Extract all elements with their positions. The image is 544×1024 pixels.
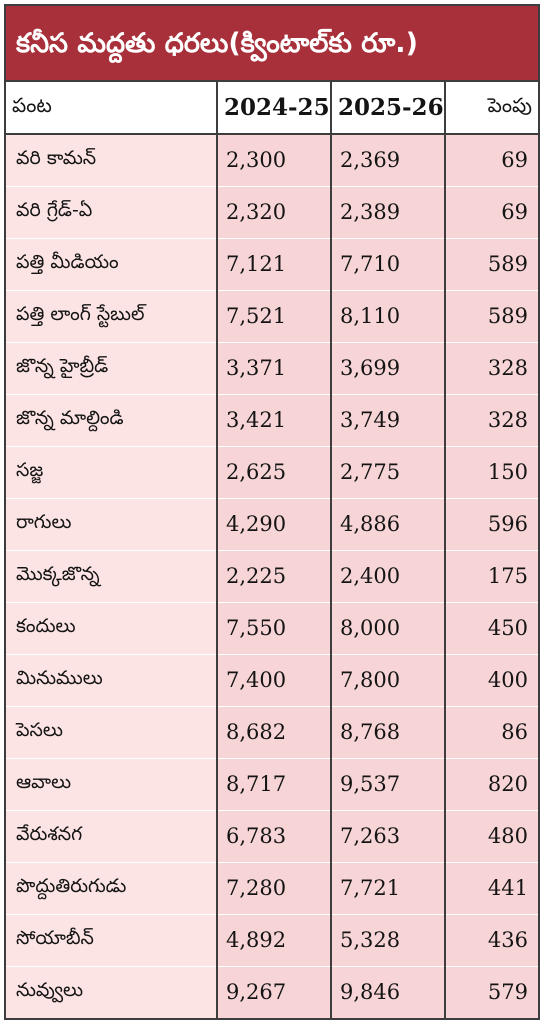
msp-table-card: కనీస మద్దతు ధరలు(క్వింటాల్‌కు రూ.) పంట 2… bbox=[4, 4, 540, 1020]
crop-name-cell: వరి కామన్ bbox=[6, 134, 217, 187]
increase-cell: 328 bbox=[444, 394, 538, 447]
column-header-crop: పంట bbox=[6, 82, 217, 135]
crop-name-cell: పెసలు bbox=[6, 706, 217, 759]
price-2024-25-cell: 4,892 bbox=[216, 914, 331, 967]
increase-cell: 328 bbox=[444, 342, 538, 395]
price-2024-25-cell: 2,225 bbox=[216, 550, 331, 603]
crop-name-cell: మినుములు bbox=[6, 654, 217, 707]
table-row: రాగులు 4,290 4,886 596 bbox=[6, 498, 538, 551]
price-2024-25-cell: 4,290 bbox=[216, 498, 331, 551]
price-2025-26-cell: 9,537 bbox=[330, 758, 445, 811]
price-2025-26-cell: 9,846 bbox=[330, 966, 445, 1018]
table-row: పెసలు 8,682 8,768 86 bbox=[6, 706, 538, 759]
price-2024-25-cell: 8,717 bbox=[216, 758, 331, 811]
increase-cell: 175 bbox=[444, 550, 538, 603]
increase-cell: 480 bbox=[444, 810, 538, 863]
crop-name-cell: పత్తి మీడియం bbox=[6, 238, 217, 291]
price-2024-25-cell: 6,783 bbox=[216, 810, 331, 863]
table-row: వరి గ్రేడ్-ఏ 2,320 2,389 69 bbox=[6, 186, 538, 239]
price-2024-25-cell: 9,267 bbox=[216, 966, 331, 1018]
price-2025-26-cell: 8,110 bbox=[330, 290, 445, 343]
price-2025-26-cell: 2,389 bbox=[330, 186, 445, 239]
crop-name-cell: నువ్వులు bbox=[6, 966, 217, 1018]
price-2025-26-cell: 7,710 bbox=[330, 238, 445, 291]
table-row: మినుములు 7,400 7,800 400 bbox=[6, 654, 538, 707]
price-2025-26-cell: 8,000 bbox=[330, 602, 445, 655]
table-row: పత్తి మీడియం 7,121 7,710 589 bbox=[6, 238, 538, 291]
table-row: కందులు 7,550 8,000 450 bbox=[6, 602, 538, 655]
crop-name-cell: మొక్కజొన్న bbox=[6, 550, 217, 603]
price-2025-26-cell: 2,775 bbox=[330, 446, 445, 499]
price-2025-26-cell: 7,721 bbox=[330, 862, 445, 915]
table-title: కనీస మద్దతు ధరలు(క్వింటాల్‌కు రూ.) bbox=[6, 6, 538, 82]
table-row: మొక్కజొన్న 2,225 2,400 175 bbox=[6, 550, 538, 603]
price-2024-25-cell: 3,371 bbox=[216, 342, 331, 395]
crop-name-cell: రాగులు bbox=[6, 498, 217, 551]
increase-cell: 69 bbox=[444, 186, 538, 239]
price-2024-25-cell: 7,121 bbox=[216, 238, 331, 291]
table-row: వేరుశనగ 6,783 7,263 480 bbox=[6, 810, 538, 863]
price-2025-26-cell: 8,768 bbox=[330, 706, 445, 759]
table-row: పత్తి లాంగ్ స్టేబుల్ 7,521 8,110 589 bbox=[6, 290, 538, 343]
column-header-2024-25: 2024-25 bbox=[216, 82, 331, 135]
price-2025-26-cell: 2,400 bbox=[330, 550, 445, 603]
crop-name-cell: సజ్జ bbox=[6, 446, 217, 499]
crop-name-cell: జొన్న మాల్దిండి bbox=[6, 394, 217, 447]
table-row: సజ్జ 2,625 2,775 150 bbox=[6, 446, 538, 499]
crop-name-cell: జొన్న హైబ్రీడ్ bbox=[6, 342, 217, 395]
price-2025-26-cell: 5,328 bbox=[330, 914, 445, 967]
price-2024-25-cell: 7,280 bbox=[216, 862, 331, 915]
increase-cell: 86 bbox=[444, 706, 538, 759]
table-row: పొద్దుతిరుగుడు 7,280 7,721 441 bbox=[6, 862, 538, 915]
crop-name-cell: ఆవాలు bbox=[6, 758, 217, 811]
price-2024-25-cell: 3,421 bbox=[216, 394, 331, 447]
crop-name-cell: కందులు bbox=[6, 602, 217, 655]
price-2025-26-cell: 4,886 bbox=[330, 498, 445, 551]
table-row: వరి కామన్ 2,300 2,369 69 bbox=[6, 134, 538, 187]
increase-cell: 441 bbox=[444, 862, 538, 915]
increase-cell: 579 bbox=[444, 966, 538, 1018]
price-2024-25-cell: 2,320 bbox=[216, 186, 331, 239]
price-2024-25-cell: 7,400 bbox=[216, 654, 331, 707]
price-2025-26-cell: 3,699 bbox=[330, 342, 445, 395]
table-row: ఆవాలు 8,717 9,537 820 bbox=[6, 758, 538, 811]
increase-cell: 589 bbox=[444, 238, 538, 291]
table-row: జొన్న హైబ్రీడ్ 3,371 3,699 328 bbox=[6, 342, 538, 395]
price-2025-26-cell: 2,369 bbox=[330, 134, 445, 187]
crop-name-cell: పత్తి లాంగ్ స్టేబుల్ bbox=[6, 290, 217, 343]
increase-cell: 589 bbox=[444, 290, 538, 343]
price-2024-25-cell: 7,521 bbox=[216, 290, 331, 343]
crop-name-cell: పొద్దుతిరుగుడు bbox=[6, 862, 217, 915]
table-row: నువ్వులు 9,267 9,846 579 bbox=[6, 966, 538, 1018]
header-row: పంట 2024-25 2025-26 పెంపు bbox=[6, 82, 538, 135]
price-2024-25-cell: 8,682 bbox=[216, 706, 331, 759]
price-2025-26-cell: 3,749 bbox=[330, 394, 445, 447]
increase-cell: 596 bbox=[444, 498, 538, 551]
crop-name-cell: వేరుశనగ bbox=[6, 810, 217, 863]
price-2024-25-cell: 2,625 bbox=[216, 446, 331, 499]
table-row: సోయాబీన్ 4,892 5,328 436 bbox=[6, 914, 538, 967]
increase-cell: 820 bbox=[444, 758, 538, 811]
crop-name-cell: వరి గ్రేడ్-ఏ bbox=[6, 186, 217, 239]
increase-cell: 69 bbox=[444, 134, 538, 187]
increase-cell: 450 bbox=[444, 602, 538, 655]
column-header-increase: పెంపు bbox=[444, 82, 538, 135]
column-header-2025-26: 2025-26 bbox=[330, 82, 445, 135]
increase-cell: 400 bbox=[444, 654, 538, 707]
increase-cell: 150 bbox=[444, 446, 538, 499]
price-2025-26-cell: 7,800 bbox=[330, 654, 445, 707]
price-2024-25-cell: 7,550 bbox=[216, 602, 331, 655]
crop-name-cell: సోయాబీన్ bbox=[6, 914, 217, 967]
price-2025-26-cell: 7,263 bbox=[330, 810, 445, 863]
increase-cell: 436 bbox=[444, 914, 538, 967]
msp-table: పంట 2024-25 2025-26 పెంపు వరి కామన్ 2,300… bbox=[6, 82, 538, 1018]
table-row: జొన్న మాల్దిండి 3,421 3,749 328 bbox=[6, 394, 538, 447]
price-2024-25-cell: 2,300 bbox=[216, 134, 331, 187]
